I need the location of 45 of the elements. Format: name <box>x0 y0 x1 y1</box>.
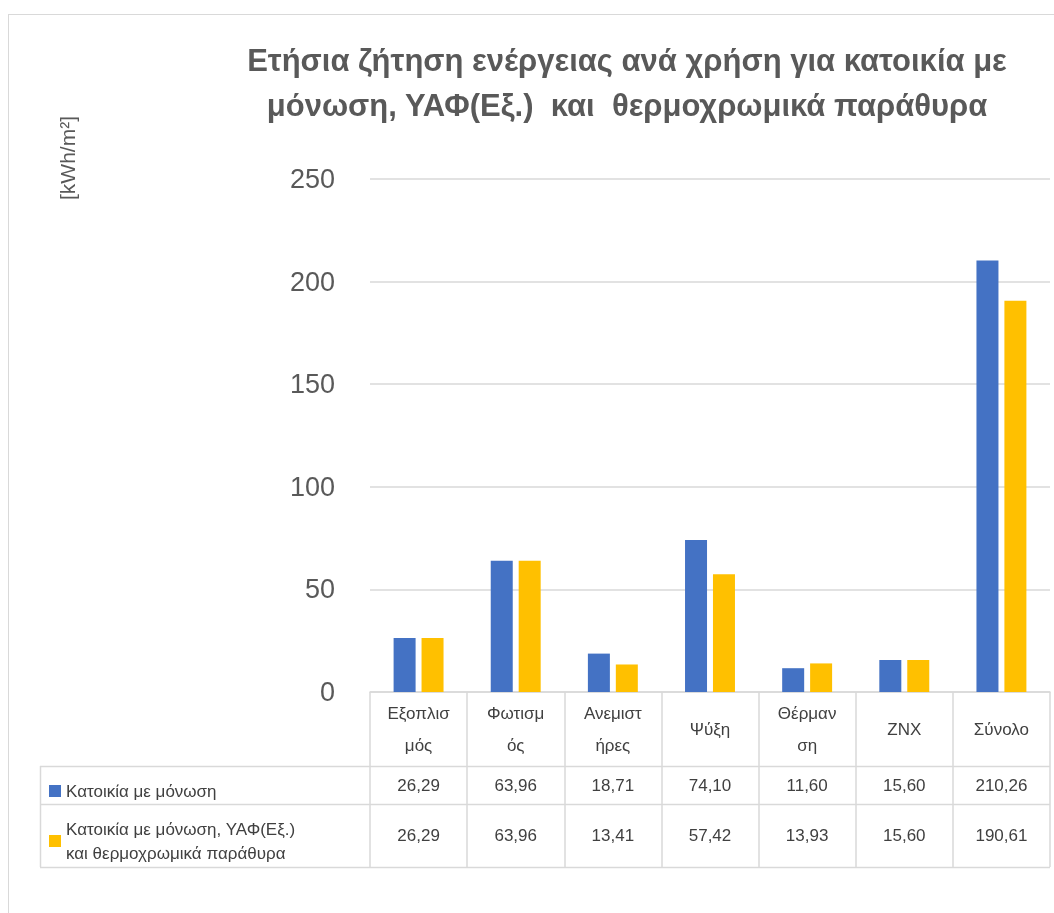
x-tick-label: Εξοπλισμός <box>387 703 451 755</box>
x-tick-label: Ανεμιστήρες <box>583 703 643 755</box>
data-label: 190,61 <box>975 826 1028 845</box>
y-tick-label: 200 <box>289 266 335 297</box>
bar <box>782 668 805 692</box>
data-label: 11,60 <box>786 775 828 795</box>
bar <box>879 659 902 692</box>
bar <box>810 663 833 692</box>
data-label: 15,60 <box>883 826 926 845</box>
bar <box>587 653 610 692</box>
data-label: 13,41 <box>591 826 635 845</box>
bar <box>1004 300 1027 692</box>
x-tick-label: Σύνολο <box>973 719 1029 739</box>
bar <box>685 539 708 692</box>
data-label: 15,60 <box>883 775 926 795</box>
x-tick-label: ΖΝΧ <box>887 719 922 739</box>
x-tick-label: Ψύξη <box>689 719 731 739</box>
y-tick-label: 150 <box>289 369 335 400</box>
data-label: 26,29 <box>397 826 440 845</box>
y-tick-label: 0 <box>319 677 335 707</box>
data-label: 63,96 <box>494 775 537 795</box>
data-label: 57,42 <box>688 826 732 845</box>
y-tick-label: 50 <box>304 574 335 605</box>
data-label: 18,71 <box>591 775 635 795</box>
y-tick-label: 100 <box>289 471 335 502</box>
bar <box>518 560 541 692</box>
chart-title: Ετήσια ζήτηση ενέργειας ανά χρήση για κατοικία με μόνωση, ΥΑΦ(Εξ.) και θερμοχρωμικά παράθυρα <box>247 43 1008 123</box>
bar <box>907 659 930 692</box>
bar <box>615 664 638 692</box>
bar <box>393 638 416 692</box>
x-tick-label: Θέρμανση <box>777 703 837 755</box>
legend-label: Κατοικία με μόνωση <box>66 781 217 801</box>
text: [kWh/m²] <box>55 116 79 200</box>
data-label: 63,96 <box>494 826 537 845</box>
data-label: 13,93 <box>785 826 829 845</box>
x-tick-label: Φωτισμός <box>487 703 545 755</box>
y-tick-label: 250 <box>289 164 335 194</box>
bar <box>712 574 735 692</box>
data-label: 210,26 <box>975 775 1028 795</box>
bar <box>490 560 513 692</box>
data-label: 26,29 <box>397 775 440 795</box>
bar <box>976 260 999 692</box>
bar <box>421 638 444 692</box>
data-label: 74,10 <box>688 775 732 795</box>
legend-label: Κατοικία με μόνωση, ΥΑΦ(Εξ.) και θερμοχρωμικά παράθυρα <box>66 819 296 863</box>
